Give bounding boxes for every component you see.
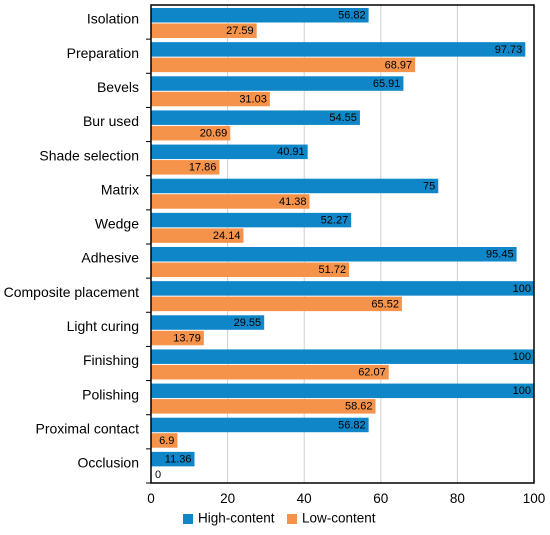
category-label: Proximal contact [36,420,140,436]
data-label: 65.91 [373,78,401,90]
legend-swatch [183,514,193,524]
bar-high-content [151,42,526,57]
data-label: 29.55 [234,317,262,329]
data-label: 62.07 [358,367,386,379]
bar-high-content [151,76,404,91]
legend-swatch [287,514,297,524]
data-label: 11.36 [165,454,192,466]
data-label: 41.38 [279,196,307,208]
category-label: Wedge [95,216,139,232]
bar-high-content [151,417,369,433]
data-label: 17.86 [189,162,217,174]
data-label: 6.9 [159,435,174,447]
bar-low-content [151,262,350,277]
data-label: 95.45 [486,249,514,261]
bar-high-content [151,349,534,364]
category-label: Light curing [67,318,139,334]
data-label: 65.52 [371,298,399,310]
x-tick-label: 40 [297,491,312,506]
bar-low-content [151,330,204,346]
data-label: 24.14 [213,230,241,242]
category-label: Composite placement [4,284,140,300]
category-label: Occlusion [78,455,139,471]
bar-low-content [151,91,270,107]
bar-high-content [151,315,265,330]
category-label: Preparation [67,45,139,61]
data-label: 51.72 [319,264,347,276]
data-label: 56.82 [338,10,366,22]
data-label: 52.27 [321,215,349,227]
data-label: 20.69 [200,128,228,140]
category-label: Shade selection [39,147,139,163]
legend-label: High-content [198,511,275,526]
data-label: 68.97 [385,59,413,71]
data-label: 40.91 [277,146,305,158]
data-label: 58.62 [345,401,373,413]
legend: High-content Low-content [183,511,376,526]
x-tick-label: 20 [220,491,235,506]
data-label: 27.59 [226,25,254,37]
category-label: Matrix [101,181,139,197]
data-label: 100 [513,385,531,397]
category-labels: Isolation Preparation Bevels Bur used Shade … [4,11,151,484]
category-label: Finishing [83,352,139,368]
bar-high-content [151,383,534,399]
data-label: 31.03 [239,93,267,105]
x-axis-ticks: 0 20 40 60 80 100 [147,491,545,506]
category-label: Bur used [83,113,139,129]
data-label: 100 [513,351,531,363]
data-label: 100 [513,283,531,295]
x-tick-label: 0 [147,491,155,506]
bar-low-content [151,433,178,448]
x-tick-label: 60 [373,491,388,506]
bar-low-content [151,364,389,380]
value-labels: 56.82 27.59 97.73 68.97 65.91 31.03 54.55 20.69… [155,10,531,481]
category-label: Polishing [82,386,139,402]
bar-high-content [151,281,534,296]
data-label: 56.82 [338,419,366,431]
bar-low-content [151,296,402,312]
bars [151,8,534,467]
data-label: 13.79 [173,332,201,344]
data-label: 97.73 [495,44,523,56]
bar-high-content [151,451,195,467]
x-tick-label: 100 [523,491,546,506]
bar-low-content [151,160,220,175]
bar-low-content [151,23,257,38]
bar-low-content [151,228,244,243]
legend-label: Low-content [302,511,376,526]
data-label: 75 [423,180,435,192]
category-label: Adhesive [81,250,139,266]
bar-high-content [151,110,360,125]
data-label: 54.55 [329,112,357,124]
bar-low-content [151,399,376,414]
bar-low-content [151,57,416,73]
x-tick-label: 80 [450,491,465,506]
category-label: Isolation [87,11,139,27]
bar-high-content [151,178,439,194]
category-label: Bevels [97,79,139,95]
data-label: 0 [155,469,161,481]
bar-high-content [151,212,352,228]
bar-low-content [151,194,310,209]
bar-low-content [151,125,231,141]
bar-high-content [151,144,308,160]
bar-high-content [151,8,369,23]
bar-high-content [151,247,517,262]
